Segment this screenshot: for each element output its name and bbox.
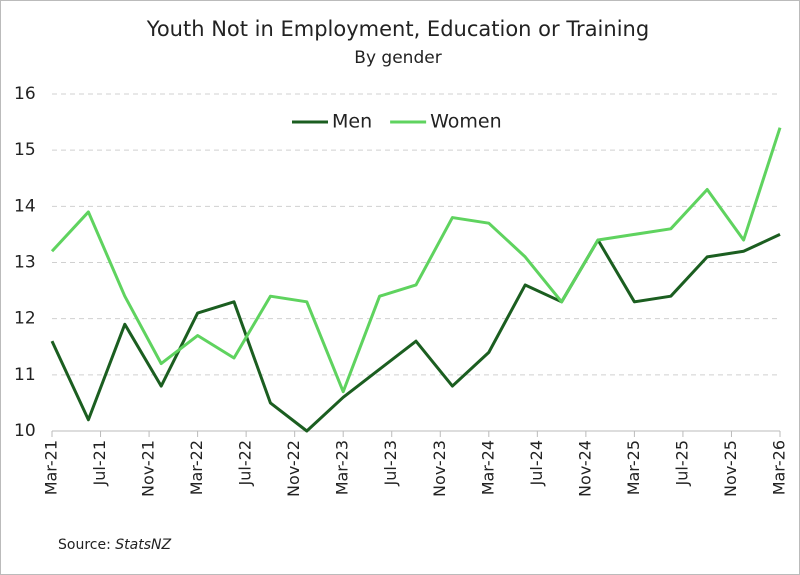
x-tick-label: Mar-24: [478, 440, 497, 495]
y-tick-label: 10: [14, 421, 36, 441]
source: Source: StatsNZ: [58, 537, 171, 553]
x-tick-label: Nov-24: [575, 440, 594, 497]
x-tick-label: Nov-25: [721, 440, 740, 497]
x-tick-label: Jul-24: [527, 440, 546, 486]
y-tick-label: 12: [14, 309, 36, 329]
x-tick-label: Mar-22: [187, 440, 206, 495]
x-tick-label: Jul-23: [381, 440, 400, 486]
x-tick-label: Jul-22: [236, 440, 255, 486]
x-tick-label: Nov-23: [430, 440, 449, 497]
source-label: Source:: [58, 537, 111, 553]
x-tick-label: Jul-25: [672, 440, 691, 486]
x-tick-label: Mar-26: [770, 440, 789, 495]
x-tick-label: Mar-21: [42, 440, 61, 495]
legend-label: Men: [332, 111, 372, 133]
y-tick-label: 13: [14, 253, 36, 273]
y-tick-label: 16: [14, 84, 36, 104]
x-tick-label: Nov-22: [284, 440, 303, 497]
x-tick-label: Mar-23: [333, 440, 352, 495]
y-tick-label: 11: [14, 365, 36, 385]
x-tick-label: Mar-25: [624, 440, 643, 495]
chart-subtitle: By gender: [354, 48, 441, 68]
chart-title: Youth Not in Employment, Education or Tr…: [146, 17, 649, 41]
x-tick-label: Jul-21: [90, 440, 109, 486]
series-line: [50, 127, 782, 394]
y-tick-label: 14: [14, 196, 36, 216]
legend-label: Women: [430, 111, 502, 133]
series-line: [50, 233, 781, 433]
y-tick-label: 15: [14, 140, 36, 160]
x-tick-label: Nov-21: [139, 440, 158, 497]
source-name: StatsNZ: [115, 537, 171, 553]
